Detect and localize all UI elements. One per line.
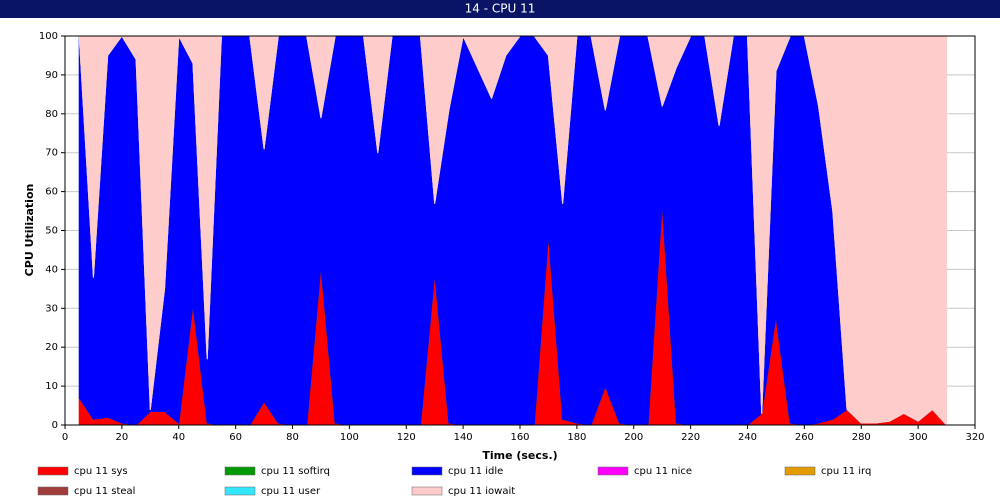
- y-tick-label: 40: [45, 264, 58, 275]
- x-tick-label: 140: [454, 432, 473, 443]
- x-tick-label: 220: [681, 432, 700, 443]
- x-tick-label: 280: [852, 432, 871, 443]
- legend-swatch: [411, 486, 443, 496]
- x-tick-label: 40: [172, 432, 185, 443]
- y-tick-label: 50: [45, 226, 58, 237]
- x-tick-label: 300: [909, 432, 928, 443]
- legend-label: cpu 11 softirq: [261, 466, 330, 477]
- y-tick-label: 10: [45, 381, 58, 392]
- y-tick-label: 90: [45, 70, 58, 81]
- x-tick-label: 160: [510, 432, 529, 443]
- x-tick-label: 0: [62, 432, 68, 443]
- y-tick-label: 60: [45, 187, 58, 198]
- y-tick-label: 30: [45, 303, 58, 314]
- legend-swatch: [224, 466, 256, 476]
- x-tick-label: 320: [965, 432, 984, 443]
- title-bar: [0, 0, 1000, 18]
- x-tick-label: 180: [567, 432, 586, 443]
- plot-area: [64, 35, 976, 426]
- x-tick-label: 200: [624, 432, 643, 443]
- chart-title: 14 - CPU 11: [465, 2, 536, 16]
- legend-label: cpu 11 steal: [74, 486, 135, 497]
- y-tick-label: 100: [39, 31, 58, 42]
- y-tick-label: 80: [45, 109, 58, 120]
- y-axis-label: CPU Utilization: [23, 184, 36, 277]
- legend-swatch: [37, 466, 69, 476]
- x-tick-label: 120: [397, 432, 416, 443]
- y-tick-label: 20: [45, 342, 58, 353]
- legend-swatch: [411, 466, 443, 476]
- x-tick-label: 240: [738, 432, 757, 443]
- legend-label: cpu 11 iowait: [448, 486, 515, 497]
- legend-label: cpu 11 irq: [821, 466, 871, 477]
- x-tick-label: 100: [340, 432, 359, 443]
- legend-label: cpu 11 nice: [634, 466, 692, 477]
- legend-label: cpu 11 sys: [74, 466, 128, 477]
- x-tick-label: 80: [286, 432, 299, 443]
- x-tick-label: 60: [229, 432, 242, 443]
- x-tick-label: 20: [116, 432, 129, 443]
- legend-swatch: [784, 466, 816, 476]
- legend-label: cpu 11 user: [261, 486, 321, 497]
- y-tick-label: 70: [45, 148, 58, 159]
- x-axis-label: Time (secs.): [482, 449, 557, 462]
- legend-swatch: [37, 486, 69, 496]
- legend-label: cpu 11 idle: [448, 466, 503, 477]
- y-tick-label: 0: [52, 420, 58, 431]
- legend-swatch: [224, 486, 256, 496]
- legend-swatch: [597, 466, 629, 476]
- x-tick-label: 260: [795, 432, 814, 443]
